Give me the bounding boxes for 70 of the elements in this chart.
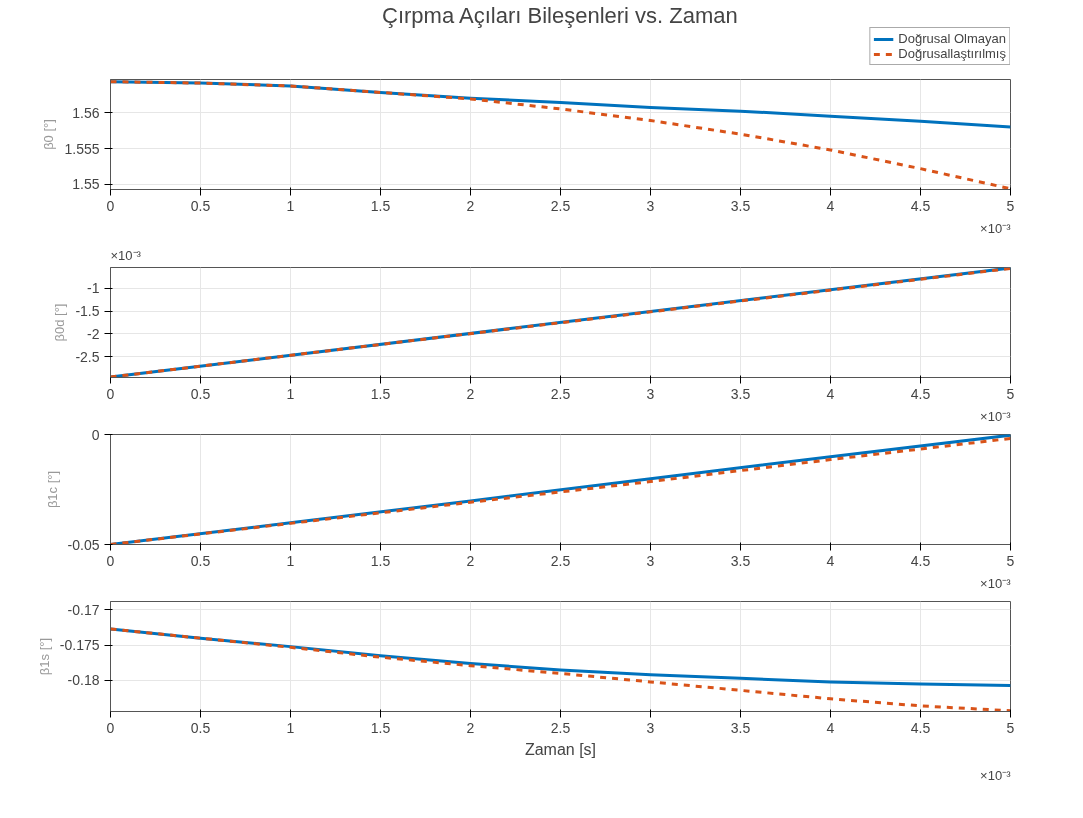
text: ×10⁻³ [980,575,1012,591]
x-tick-label: 0.5 [190,552,211,569]
x-tick-label: 1 [286,552,295,569]
x-tick-label: 1 [286,385,295,402]
x-tick-label: 1.5 [370,197,391,214]
y-tick-label: 1.55 [72,176,100,193]
x-tick-label: 0.5 [190,197,211,214]
x-axis-title: Zaman [s] [524,740,597,758]
y-tick-label: -0.17 [67,601,100,618]
x-tick-label: 4.5 [910,197,931,214]
x-tick-label: 3.5 [730,197,751,214]
y-tick-label: -2.5 [75,348,100,365]
x-tick-label: 0.5 [190,385,211,402]
y-axis-title: β0 [°] [41,119,57,150]
x-tick-label: 1.5 [370,385,391,402]
x-tick-label: 3 [646,552,655,569]
x-tick-label: 0 [106,385,115,402]
x-tick-label: 2 [466,385,475,402]
x-tick-label: 5 [1006,552,1015,569]
y-tick-label: -1.5 [75,303,100,320]
x-tick-label: 4 [826,197,835,214]
x-tick-label: 0 [106,552,115,569]
x-tick-label: 2 [466,719,475,736]
x-tick-label: 0 [106,719,115,736]
x-tick-label: 1.5 [370,719,391,736]
x-tick-label: 5 [1006,197,1015,214]
x-tick-label: 5 [1006,385,1015,402]
line-series [110,80,1011,190]
x-tick-label: 3.5 [730,552,751,569]
x-tick-label: 1 [286,719,295,736]
x-tick-label: 3.5 [730,385,751,402]
x-tick-label: 2.5 [550,197,571,214]
x-tick-label: 2.5 [550,552,571,569]
y-tick-label: -1 [87,280,100,297]
y-tick-label: 1.555 [64,140,100,157]
text: ×10⁻³ [980,767,1012,783]
x-tick-label: 4 [826,552,835,569]
legend-label: Doğrusallaştırılmış [898,46,1006,61]
x-tick-label: 0.5 [190,719,211,736]
x-tick-label: 3 [646,385,655,402]
text: ×10⁻³ [110,247,142,263]
y-axis-title: β1s [°] [36,637,52,676]
x-tick-label: 3 [646,197,655,214]
y-tick-label: 0 [91,426,100,443]
x-tick-label: 0 [106,197,115,214]
x-tick-label: 4.5 [910,719,931,736]
y-tick-label: -0.18 [67,672,100,689]
text: ×10⁻³ [980,408,1012,424]
y-axis-title: β0d [°] [52,303,68,342]
x-tick-label: 2.5 [550,385,571,402]
y-axis-title: β1c [°] [44,470,60,509]
legend-label: Doğrusal Olmayan [898,31,1006,46]
chart-title: Çırpma Açıları Bileşenleri vs. Zaman [382,2,738,28]
y-tick-label: -0.175 [59,637,100,654]
x-tick-label: 4 [826,719,835,736]
x-tick-label: 4 [826,385,835,402]
x-tick-label: 4.5 [910,385,931,402]
x-tick-label: 3 [646,719,655,736]
x-tick-label: 2 [466,552,475,569]
x-tick-label: 1.5 [370,552,391,569]
y-tick-label: 1.56 [72,104,100,121]
y-tick-label: -0.05 [67,536,100,553]
y-tick-label: -2 [87,325,100,342]
x-tick-label: 2.5 [550,719,571,736]
x-tick-label: 4.5 [910,552,931,569]
x-tick-label: 1 [286,197,295,214]
x-tick-label: 3.5 [730,719,751,736]
x-tick-label: 5 [1006,719,1015,736]
text: ×10⁻³ [980,220,1012,236]
x-tick-label: 2 [466,197,475,214]
